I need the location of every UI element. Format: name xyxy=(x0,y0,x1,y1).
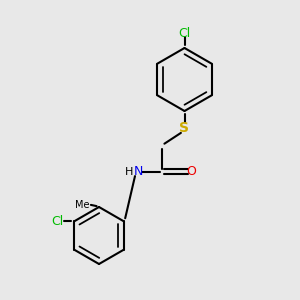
Text: O: O xyxy=(187,165,196,178)
Text: S: S xyxy=(179,121,190,134)
Text: Cl: Cl xyxy=(52,215,64,228)
Text: Cl: Cl xyxy=(178,27,190,40)
Text: N: N xyxy=(133,165,143,178)
Text: Me: Me xyxy=(75,200,90,211)
Text: H: H xyxy=(125,167,133,177)
